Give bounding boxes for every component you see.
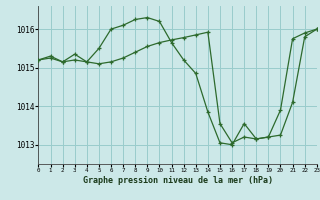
X-axis label: Graphe pression niveau de la mer (hPa): Graphe pression niveau de la mer (hPa) (83, 176, 273, 185)
